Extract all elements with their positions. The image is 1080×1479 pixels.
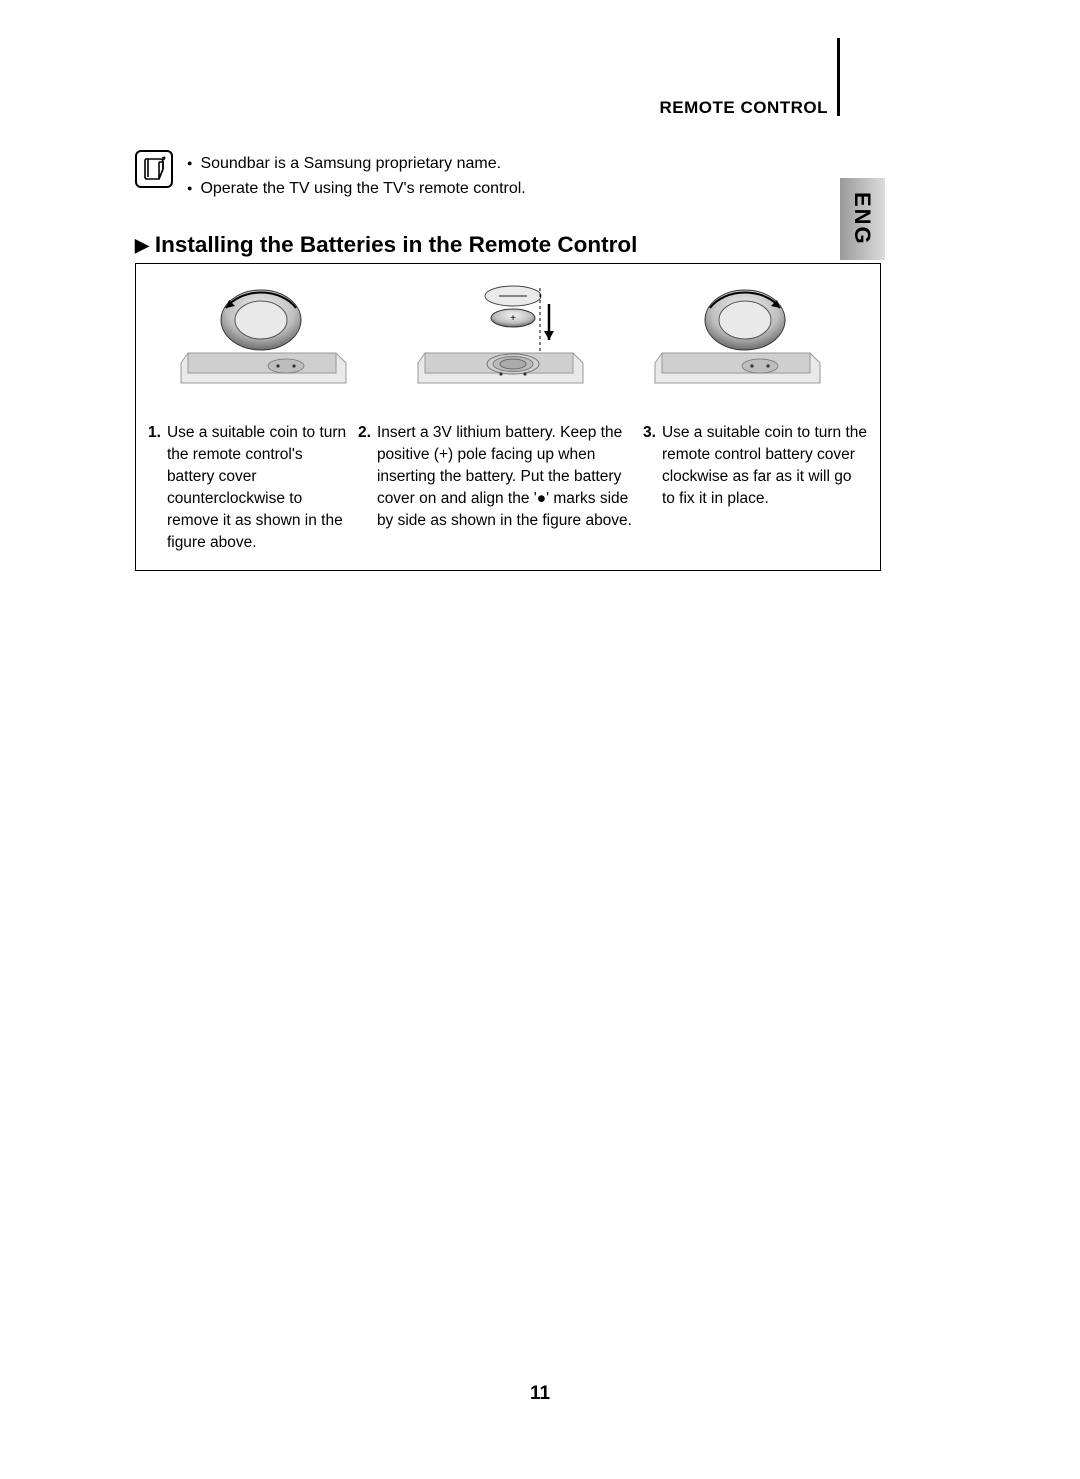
note-list: Soundbar is a Samsung proprietary name. …: [187, 150, 526, 202]
step-number: 1.: [148, 422, 161, 554]
figure-step-2: +: [413, 278, 603, 400]
figure-row: +: [148, 278, 868, 400]
manual-page: REMOTE CONTROL ENG Soundbar is a Samsung…: [0, 0, 1080, 1479]
section-title: ▶ Installing the Batteries in the Remote …: [135, 232, 637, 258]
steps-box: +: [135, 263, 881, 571]
note-item: Soundbar is a Samsung proprietary name.: [187, 152, 526, 177]
header-divider: [837, 38, 840, 116]
note-icon: [135, 150, 173, 188]
step-text: Insert a 3V lithium battery. Keep the po…: [377, 422, 633, 554]
step-caption-3: 3. Use a suitable coin to turn the remot…: [643, 422, 868, 554]
page-number: 11: [0, 1383, 1080, 1405]
section-arrow-icon: ▶: [135, 235, 149, 255]
step-text: Use a suitable coin to turn the remote c…: [167, 422, 348, 554]
figure-step-3: [650, 278, 840, 400]
svg-text:+: +: [510, 313, 516, 324]
note-item: Operate the TV using the TV's remote con…: [187, 177, 526, 202]
step-number: 3.: [643, 422, 656, 554]
section-title-text: Installing the Batteries in the Remote C…: [155, 232, 638, 257]
figure-step-1: [176, 278, 366, 400]
step-caption-1: 1. Use a suitable coin to turn the remot…: [148, 422, 348, 554]
step-caption-2: 2. Insert a 3V lithium battery. Keep the…: [358, 422, 633, 554]
note-block: Soundbar is a Samsung proprietary name. …: [135, 150, 526, 202]
caption-row: 1. Use a suitable coin to turn the remot…: [148, 422, 868, 554]
header-category: REMOTE CONTROL: [660, 98, 829, 118]
step-number: 2.: [358, 422, 371, 554]
step-text: Use a suitable coin to turn the remote c…: [662, 422, 868, 554]
language-tab-label: ENG: [849, 192, 875, 246]
